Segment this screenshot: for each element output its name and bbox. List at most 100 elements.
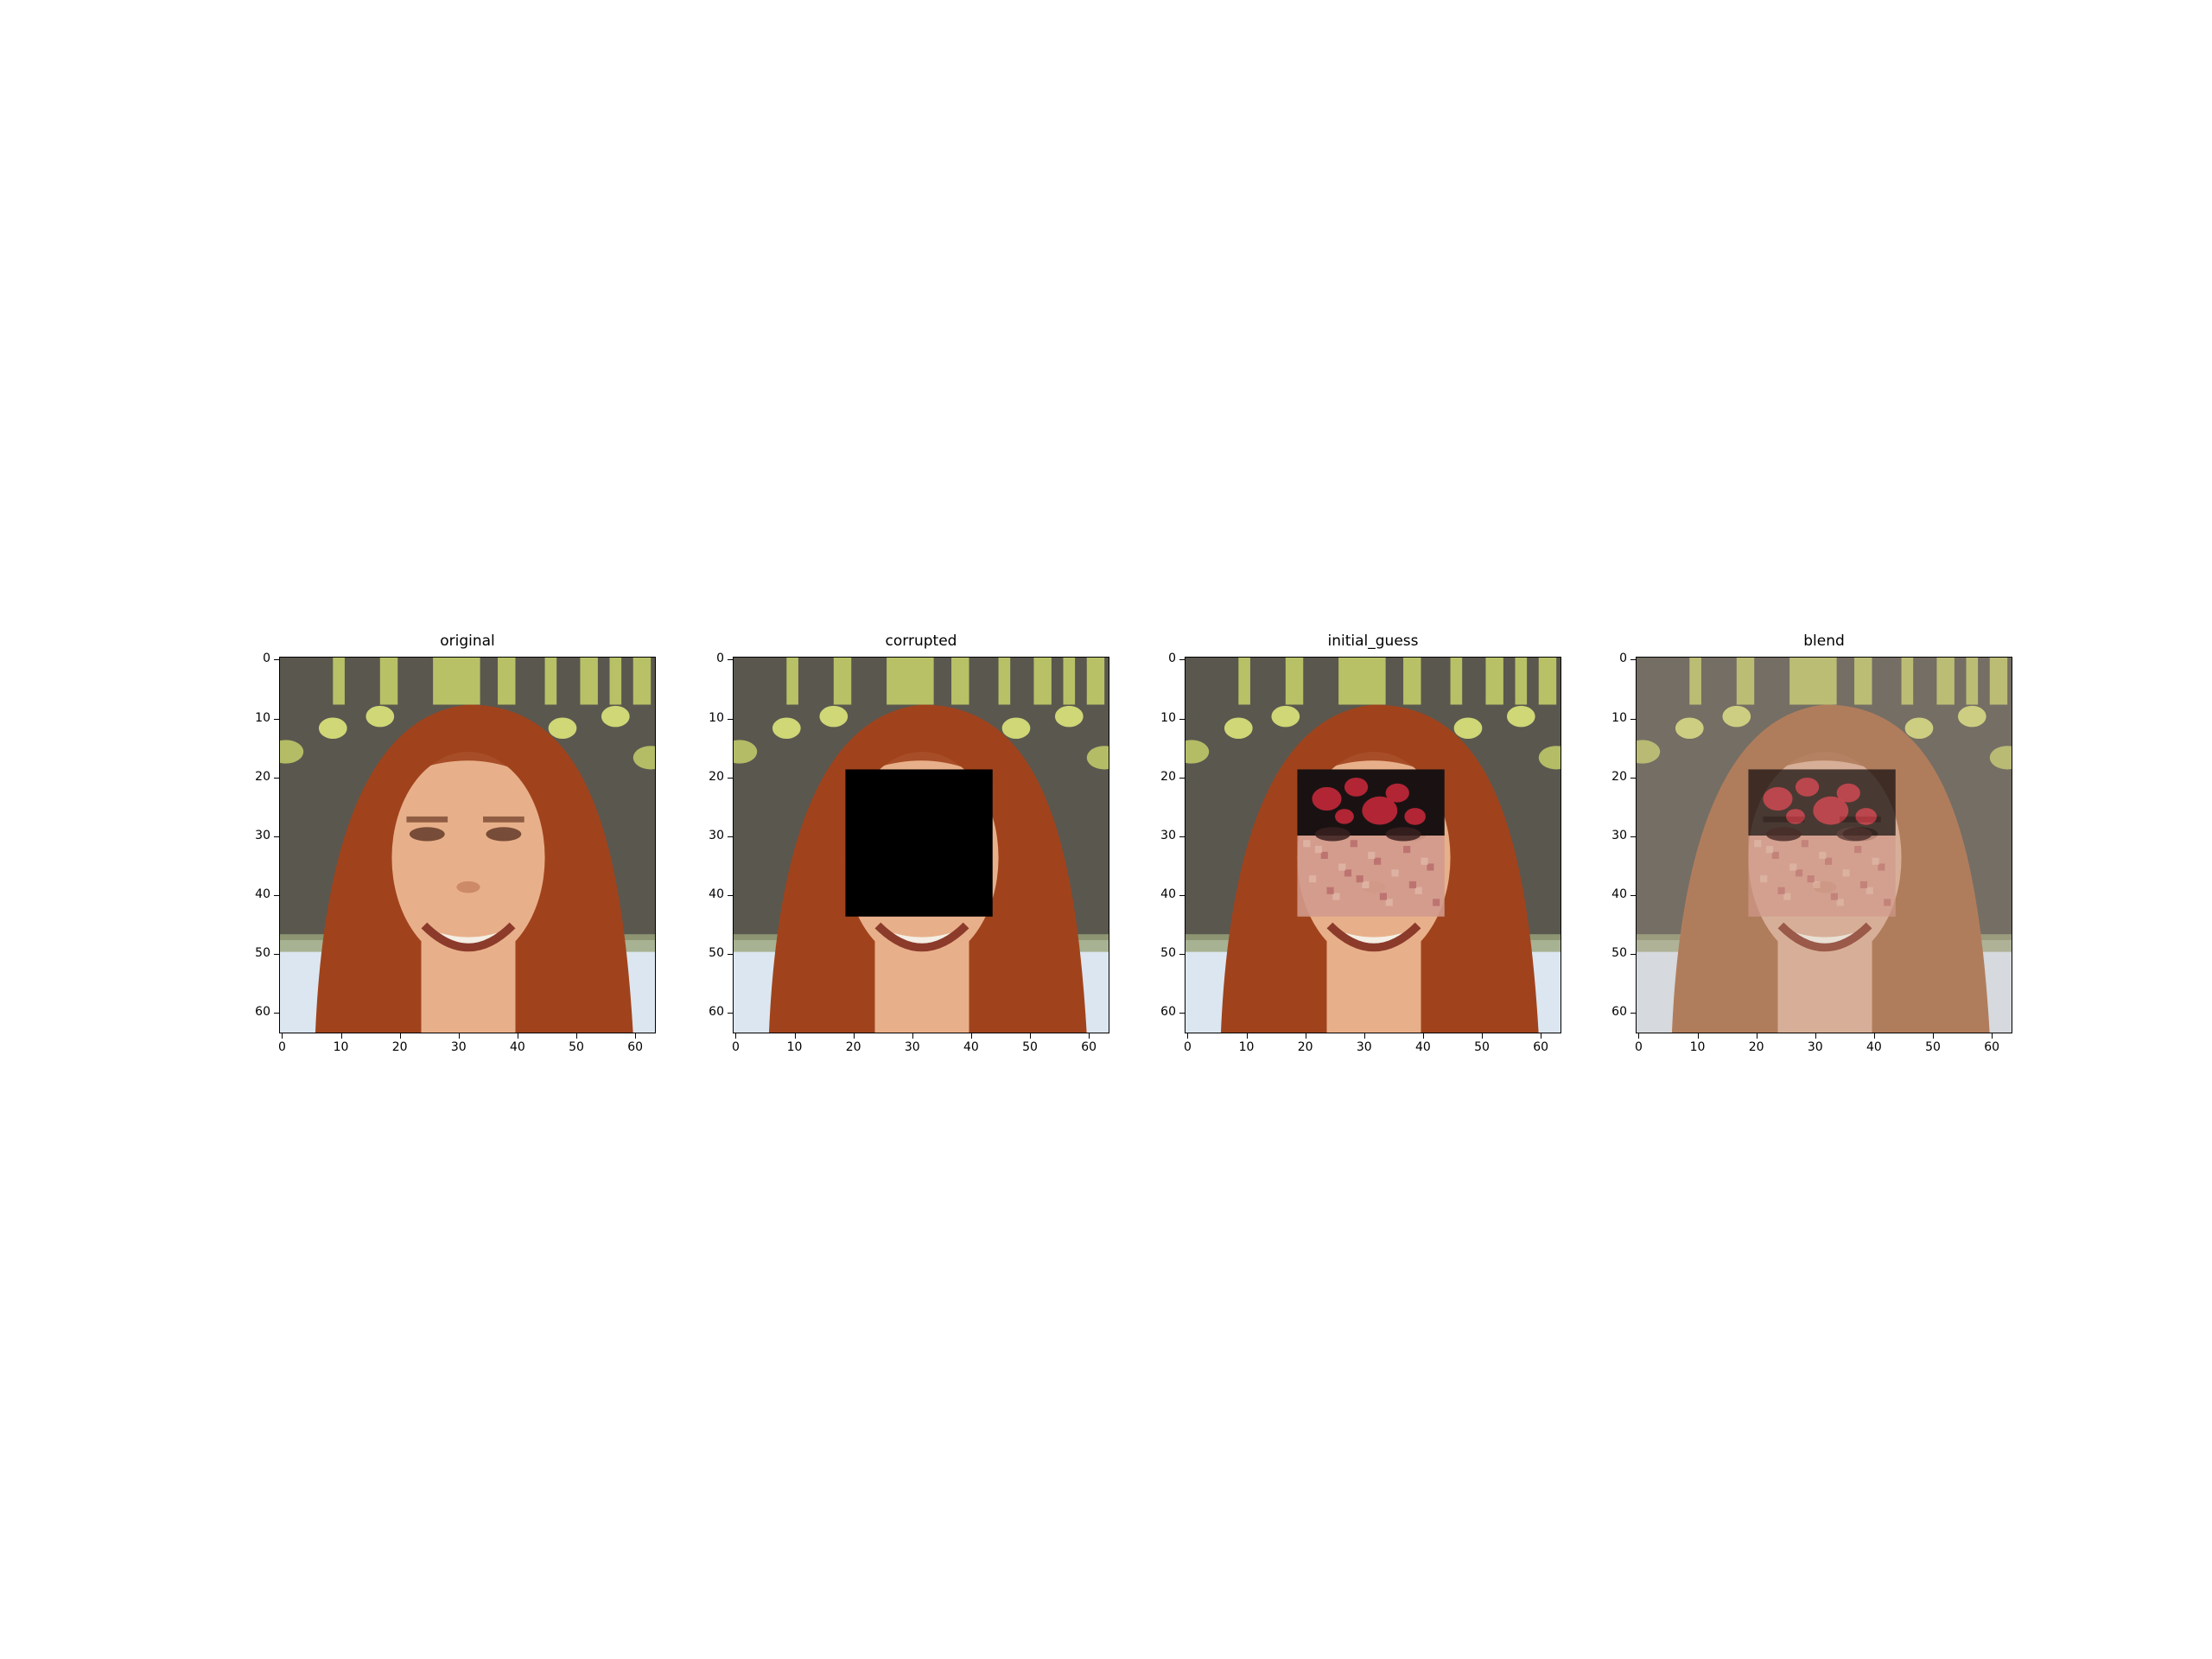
- image-plot: [1185, 657, 1561, 1033]
- y-tick-label: 0: [1619, 652, 1627, 666]
- y-tick-mark: [1630, 777, 1636, 779]
- y-tick-label: 10: [1160, 710, 1176, 725]
- y-tick-label: 20: [709, 769, 724, 784]
- x-tick-mark: [458, 1033, 460, 1039]
- x-tick-label: 20: [845, 1040, 861, 1054]
- x-tick-label: 40: [1414, 1040, 1431, 1054]
- y-tick-label: 50: [255, 946, 270, 961]
- x-tick-label: 20: [1748, 1040, 1764, 1054]
- y-tick-mark: [274, 777, 279, 779]
- y-tick-mark: [274, 718, 279, 720]
- x-tick-mark: [1815, 1033, 1816, 1039]
- x-tick-mark: [1873, 1033, 1875, 1039]
- y-tick-label: 60: [1160, 1005, 1176, 1020]
- y-tick-mark: [728, 777, 733, 779]
- x-tick-label: 20: [391, 1040, 408, 1054]
- x-tick-label: 60: [1533, 1040, 1549, 1054]
- y-tick-mark: [274, 1013, 279, 1014]
- panel-original: original 0 10 20 30 40 50 60 0 10 20 30 40 50 60: [255, 0, 728, 1659]
- y-tick-label: 50: [1160, 946, 1176, 961]
- y-tick-label: 10: [709, 710, 724, 725]
- y-tick-label: 0: [263, 652, 270, 666]
- x-tick-label: 60: [1984, 1040, 2000, 1054]
- x-tick-mark: [282, 1033, 283, 1039]
- x-tick-mark: [1756, 1033, 1758, 1039]
- y-tick-label: 30: [255, 828, 270, 842]
- face-image: [1185, 658, 1560, 1033]
- y-tick-mark: [728, 894, 733, 896]
- y-tick-mark: [1179, 894, 1185, 896]
- y-tick-mark: [1179, 836, 1185, 837]
- x-tick-mark: [399, 1033, 401, 1039]
- y-tick-mark: [274, 659, 279, 661]
- x-tick-mark: [1422, 1033, 1424, 1039]
- y-tick-label: 60: [709, 1005, 724, 1020]
- y-tick-label: 10: [1611, 710, 1627, 725]
- x-tick-mark: [735, 1033, 737, 1039]
- panel-title: corrupted: [885, 632, 957, 650]
- x-tick-mark: [1992, 1033, 1993, 1039]
- y-tick-mark: [728, 954, 733, 956]
- face-image: [734, 658, 1109, 1033]
- image-plot: [733, 657, 1109, 1033]
- y-tick-mark: [274, 836, 279, 837]
- y-tick-mark: [1630, 1013, 1636, 1014]
- face-image: [1637, 658, 2012, 1033]
- panel-blend: blend 0 10 20 30 40 50 60 0 10 20 30 40 50 60: [1611, 0, 2085, 1659]
- panel-corrupted: corrupted 0 10 20 30 40 50 60 0 10 20 30 40 50 60: [709, 0, 1182, 1659]
- x-tick-mark: [635, 1033, 637, 1039]
- y-tick-label: 60: [255, 1005, 270, 1020]
- y-tick-label: 50: [1611, 946, 1627, 961]
- y-tick-mark: [728, 1013, 733, 1014]
- y-tick-mark: [1630, 894, 1636, 896]
- y-tick-label: 0: [1168, 652, 1176, 666]
- x-tick-label: 10: [333, 1040, 349, 1054]
- panel-title: initial_guess: [1327, 632, 1419, 650]
- x-tick-label: 50: [1925, 1040, 1941, 1054]
- x-tick-label: 30: [904, 1040, 920, 1054]
- x-tick-label: 30: [450, 1040, 467, 1054]
- y-tick-mark: [1179, 659, 1185, 661]
- y-tick-mark: [1630, 718, 1636, 720]
- x-tick-mark: [853, 1033, 855, 1039]
- y-tick-label: 40: [709, 887, 724, 901]
- y-tick-mark: [1179, 1013, 1185, 1014]
- x-tick-mark: [912, 1033, 913, 1039]
- x-tick-mark: [1697, 1033, 1699, 1039]
- y-tick-label: 50: [709, 946, 724, 961]
- x-tick-label: 50: [569, 1040, 584, 1054]
- y-tick-label: 40: [1160, 887, 1176, 901]
- x-tick-label: 50: [1022, 1040, 1038, 1054]
- y-tick-label: 10: [255, 710, 270, 725]
- y-tick-mark: [728, 718, 733, 720]
- x-tick-label: 40: [509, 1040, 525, 1054]
- x-tick-mark: [1363, 1033, 1365, 1039]
- y-tick-label: 20: [1160, 769, 1176, 784]
- panel-initial_guess: initial_guess 0 10 20 30 40 50 60 0 10 20 30 40 50 60: [1160, 0, 1634, 1659]
- image-plot: [1636, 657, 2012, 1033]
- image-plot: [279, 657, 656, 1033]
- y-tick-mark: [1179, 777, 1185, 779]
- panel-title: original: [440, 632, 495, 650]
- y-tick-mark: [1630, 659, 1636, 661]
- x-tick-mark: [970, 1033, 972, 1039]
- y-tick-mark: [728, 836, 733, 837]
- x-tick-mark: [794, 1033, 796, 1039]
- x-tick-mark: [1246, 1033, 1248, 1039]
- x-tick-mark: [1030, 1033, 1032, 1039]
- y-tick-mark: [728, 659, 733, 661]
- x-tick-label: 10: [786, 1040, 803, 1054]
- x-tick-label: 10: [1689, 1040, 1706, 1054]
- y-tick-label: 20: [255, 769, 270, 784]
- x-tick-label: 0: [731, 1040, 740, 1054]
- x-tick-mark: [340, 1033, 342, 1039]
- y-tick-mark: [1630, 954, 1636, 956]
- x-tick-mark: [1933, 1033, 1935, 1039]
- face-image: [280, 658, 655, 1033]
- x-tick-label: 40: [963, 1040, 979, 1054]
- x-tick-label: 60: [1081, 1040, 1097, 1054]
- x-tick-label: 50: [1474, 1040, 1490, 1054]
- y-tick-label: 60: [1611, 1005, 1627, 1020]
- y-tick-label: 0: [716, 652, 724, 666]
